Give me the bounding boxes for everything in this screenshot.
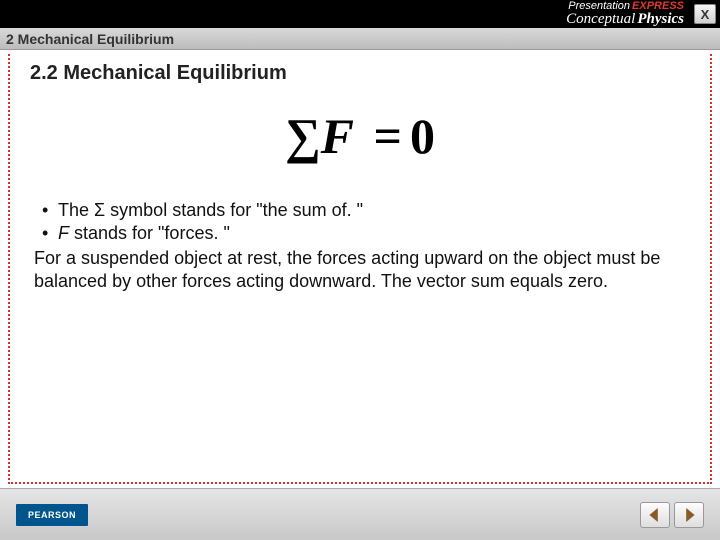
equation: ∑F =0 [30,107,690,165]
content-area: 2.2 Mechanical Equilibrium ∑F =0 The Σ s… [0,50,720,488]
equation-variable: F [321,108,353,164]
section-title: 2.2 Mechanical Equilibrium [30,62,690,85]
publisher-logo: PEARSON [16,504,88,526]
close-button[interactable]: X [694,4,716,24]
bullet-post: symbol stands for "the sum of. " [105,200,363,220]
chapter-label: 2 Mechanical Equilibrium [6,31,174,47]
list-item: The Σ symbol stands for "the sum of. " [34,199,686,222]
bullet-list: The Σ symbol stands for "the sum of. " F… [34,199,686,245]
brand-physics-text: Physics [637,12,684,27]
brand-block: Presentation EXPRESS Conceptual Physics [566,1,684,27]
body-text: The Σ symbol stands for "the sum of. " F… [30,199,690,293]
title-bar: Presentation EXPRESS Conceptual Physics … [0,0,720,28]
footer-bar: PEARSON [0,488,720,540]
bullet-symbol: F [58,223,69,243]
chevron-right-icon [682,508,696,522]
paragraph: For a suspended object at rest, the forc… [34,247,686,293]
equals-sign: = [366,108,411,164]
brand-conceptual-text: Conceptual [566,12,635,27]
nav-buttons [640,502,704,528]
publisher-label: PEARSON [28,510,76,520]
equation-zero: 0 [410,108,435,164]
brand-presentation-row: Presentation EXPRESS Conceptual Physics [566,1,684,27]
chapter-bar: 2 Mechanical Equilibrium [0,28,720,50]
bullet-post: stands for "forces. " [69,223,230,243]
bullet-symbol: Σ [94,200,105,220]
close-icon: X [701,7,710,22]
chevron-left-icon [648,508,662,522]
list-item: F stands for "forces. " [34,222,686,245]
prev-button[interactable] [640,502,670,528]
bullet-pre: The [58,200,94,220]
sigma-symbol: ∑ [285,108,321,164]
next-button[interactable] [674,502,704,528]
